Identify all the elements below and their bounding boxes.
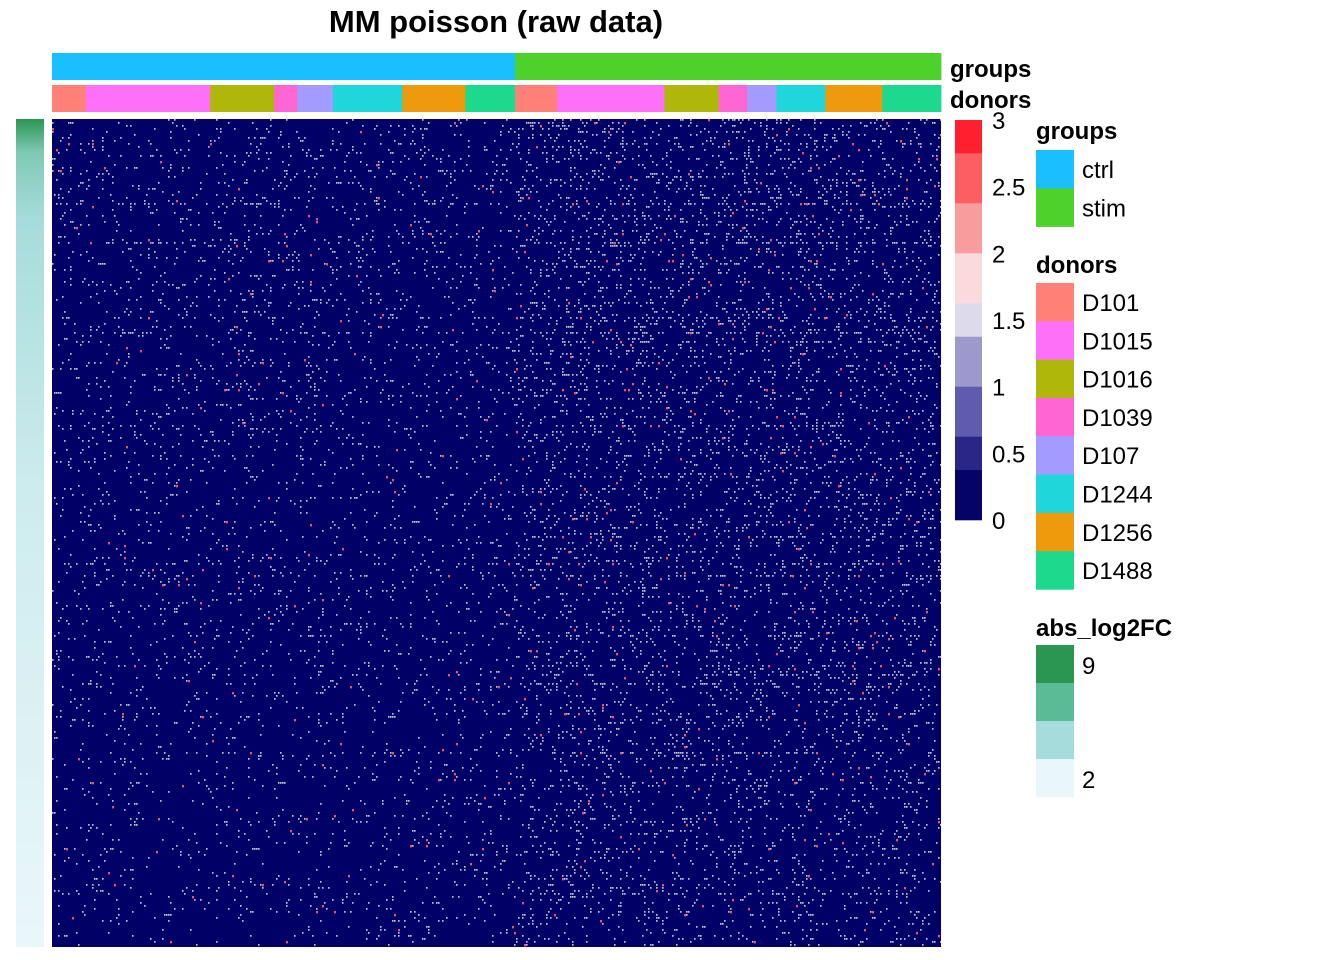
- value-scale-tick-label: 1.5: [992, 308, 1025, 335]
- groups-legend-label-stim: stim: [1082, 195, 1126, 222]
- donors-legend-label-d1244: D1244: [1082, 482, 1153, 509]
- donors-legend-label-d1016: D1016: [1082, 367, 1153, 394]
- groups-legend-swatch-stim: [1036, 188, 1074, 227]
- donors-legend-label-d1039: D1039: [1082, 405, 1153, 432]
- groups-legend-label-ctrl: ctrl: [1082, 157, 1114, 184]
- value-scale-labels: 3 2.5 2 1.5 1 0.5 0: [992, 108, 1025, 535]
- donors-legend-label-d107: D107: [1082, 443, 1139, 470]
- abs-log2fc-swatch: [1036, 721, 1074, 760]
- groups-legend-swatch-ctrl: [1036, 150, 1074, 189]
- abs-log2fc-row-annotation: [16, 119, 44, 947]
- abs-log2fc-legend: [1036, 645, 1074, 798]
- donors-legend-title: donors: [1036, 252, 1117, 279]
- donors-segment-d101: [515, 85, 558, 112]
- value-scale-tick-label: 0: [992, 508, 1005, 535]
- abs-log2fc-max-label: 9: [1082, 653, 1095, 680]
- groups-segment-stim: [515, 53, 942, 80]
- groups-annotation-label: groups: [950, 56, 1031, 83]
- abs-log2fc-legend-title: abs_log2FC: [1036, 615, 1172, 642]
- value-scale-bin: [955, 436, 982, 471]
- value-scale-tick-label: 2: [992, 241, 1005, 268]
- donors-legend-label-d1015: D1015: [1082, 328, 1153, 355]
- donors-annotation-bar: [52, 85, 942, 112]
- donors-segment-d1039: [274, 85, 298, 112]
- donors-legend-swatch-d1015: [1036, 321, 1074, 360]
- groups-legend: ctrl stim: [1036, 150, 1126, 227]
- value-scale-bin: [955, 153, 982, 204]
- donors-segment-d101: [52, 85, 87, 112]
- groups-annotation-bar: [52, 53, 942, 80]
- value-color-scale: [955, 120, 982, 521]
- donors-segment-d1488: [465, 85, 516, 112]
- donors-segment-d1244: [776, 85, 826, 112]
- value-scale-bin: [955, 386, 982, 437]
- chart-title: MM poisson (raw data): [329, 4, 663, 39]
- donors-legend-swatch-d1244: [1036, 474, 1074, 514]
- donors-annotation-label: donors: [950, 87, 1031, 114]
- value-scale-tick-label: 1: [992, 375, 1005, 402]
- donors-legend-swatch-d1256: [1036, 512, 1074, 552]
- abs-log2fc-min-label: 2: [1082, 767, 1095, 794]
- abs-log2fc-swatch: [1036, 683, 1074, 722]
- value-scale-bin: [955, 336, 982, 387]
- value-scale-tick-label: 2.5: [992, 175, 1025, 202]
- donors-segment-d1039: [718, 85, 748, 112]
- donors-legend: D101 D1015 D1016 D1039 D107 D1244 D1256 D1488: [1036, 283, 1153, 590]
- abs-log2fc-swatch: [1036, 645, 1074, 684]
- donors-segment-d1016: [210, 85, 275, 112]
- donors-segment-d107: [747, 85, 777, 112]
- donors-legend-swatch-d1016: [1036, 359, 1074, 399]
- donors-segment-d1015: [85, 85, 211, 112]
- value-scale-tick-label: 3: [992, 108, 1005, 135]
- donors-legend-swatch-d101: [1036, 283, 1074, 322]
- value-scale-bin: [955, 303, 982, 337]
- donors-segment-d1256: [402, 85, 466, 112]
- groups-segment-ctrl: [52, 53, 516, 80]
- value-scale-bin: [955, 253, 982, 304]
- donors-legend-swatch-d1488: [1036, 551, 1074, 590]
- donors-segment-d1488: [882, 85, 942, 112]
- abs-log2fc-swatch: [1036, 759, 1074, 798]
- donors-legend-swatch-d1039: [1036, 397, 1074, 437]
- value-scale-tick-label: 0.5: [992, 441, 1025, 468]
- donors-legend-label-d101: D101: [1082, 290, 1139, 317]
- groups-legend-title: groups: [1036, 118, 1117, 145]
- heatmap-body: [52, 119, 941, 947]
- donors-segment-d1256: [825, 85, 883, 112]
- donors-legend-swatch-d107: [1036, 436, 1074, 475]
- value-scale-bin: [955, 470, 982, 521]
- value-scale-bin: [955, 120, 982, 154]
- donors-segment-d1016: [664, 85, 720, 112]
- value-scale-bin: [955, 203, 982, 254]
- donors-segment-d1015: [557, 85, 665, 112]
- donors-legend-label-d1256: D1256: [1082, 520, 1153, 547]
- donors-segment-d107: [297, 85, 334, 112]
- donors-segment-d1244: [332, 85, 403, 112]
- donors-legend-label-d1488: D1488: [1082, 558, 1153, 585]
